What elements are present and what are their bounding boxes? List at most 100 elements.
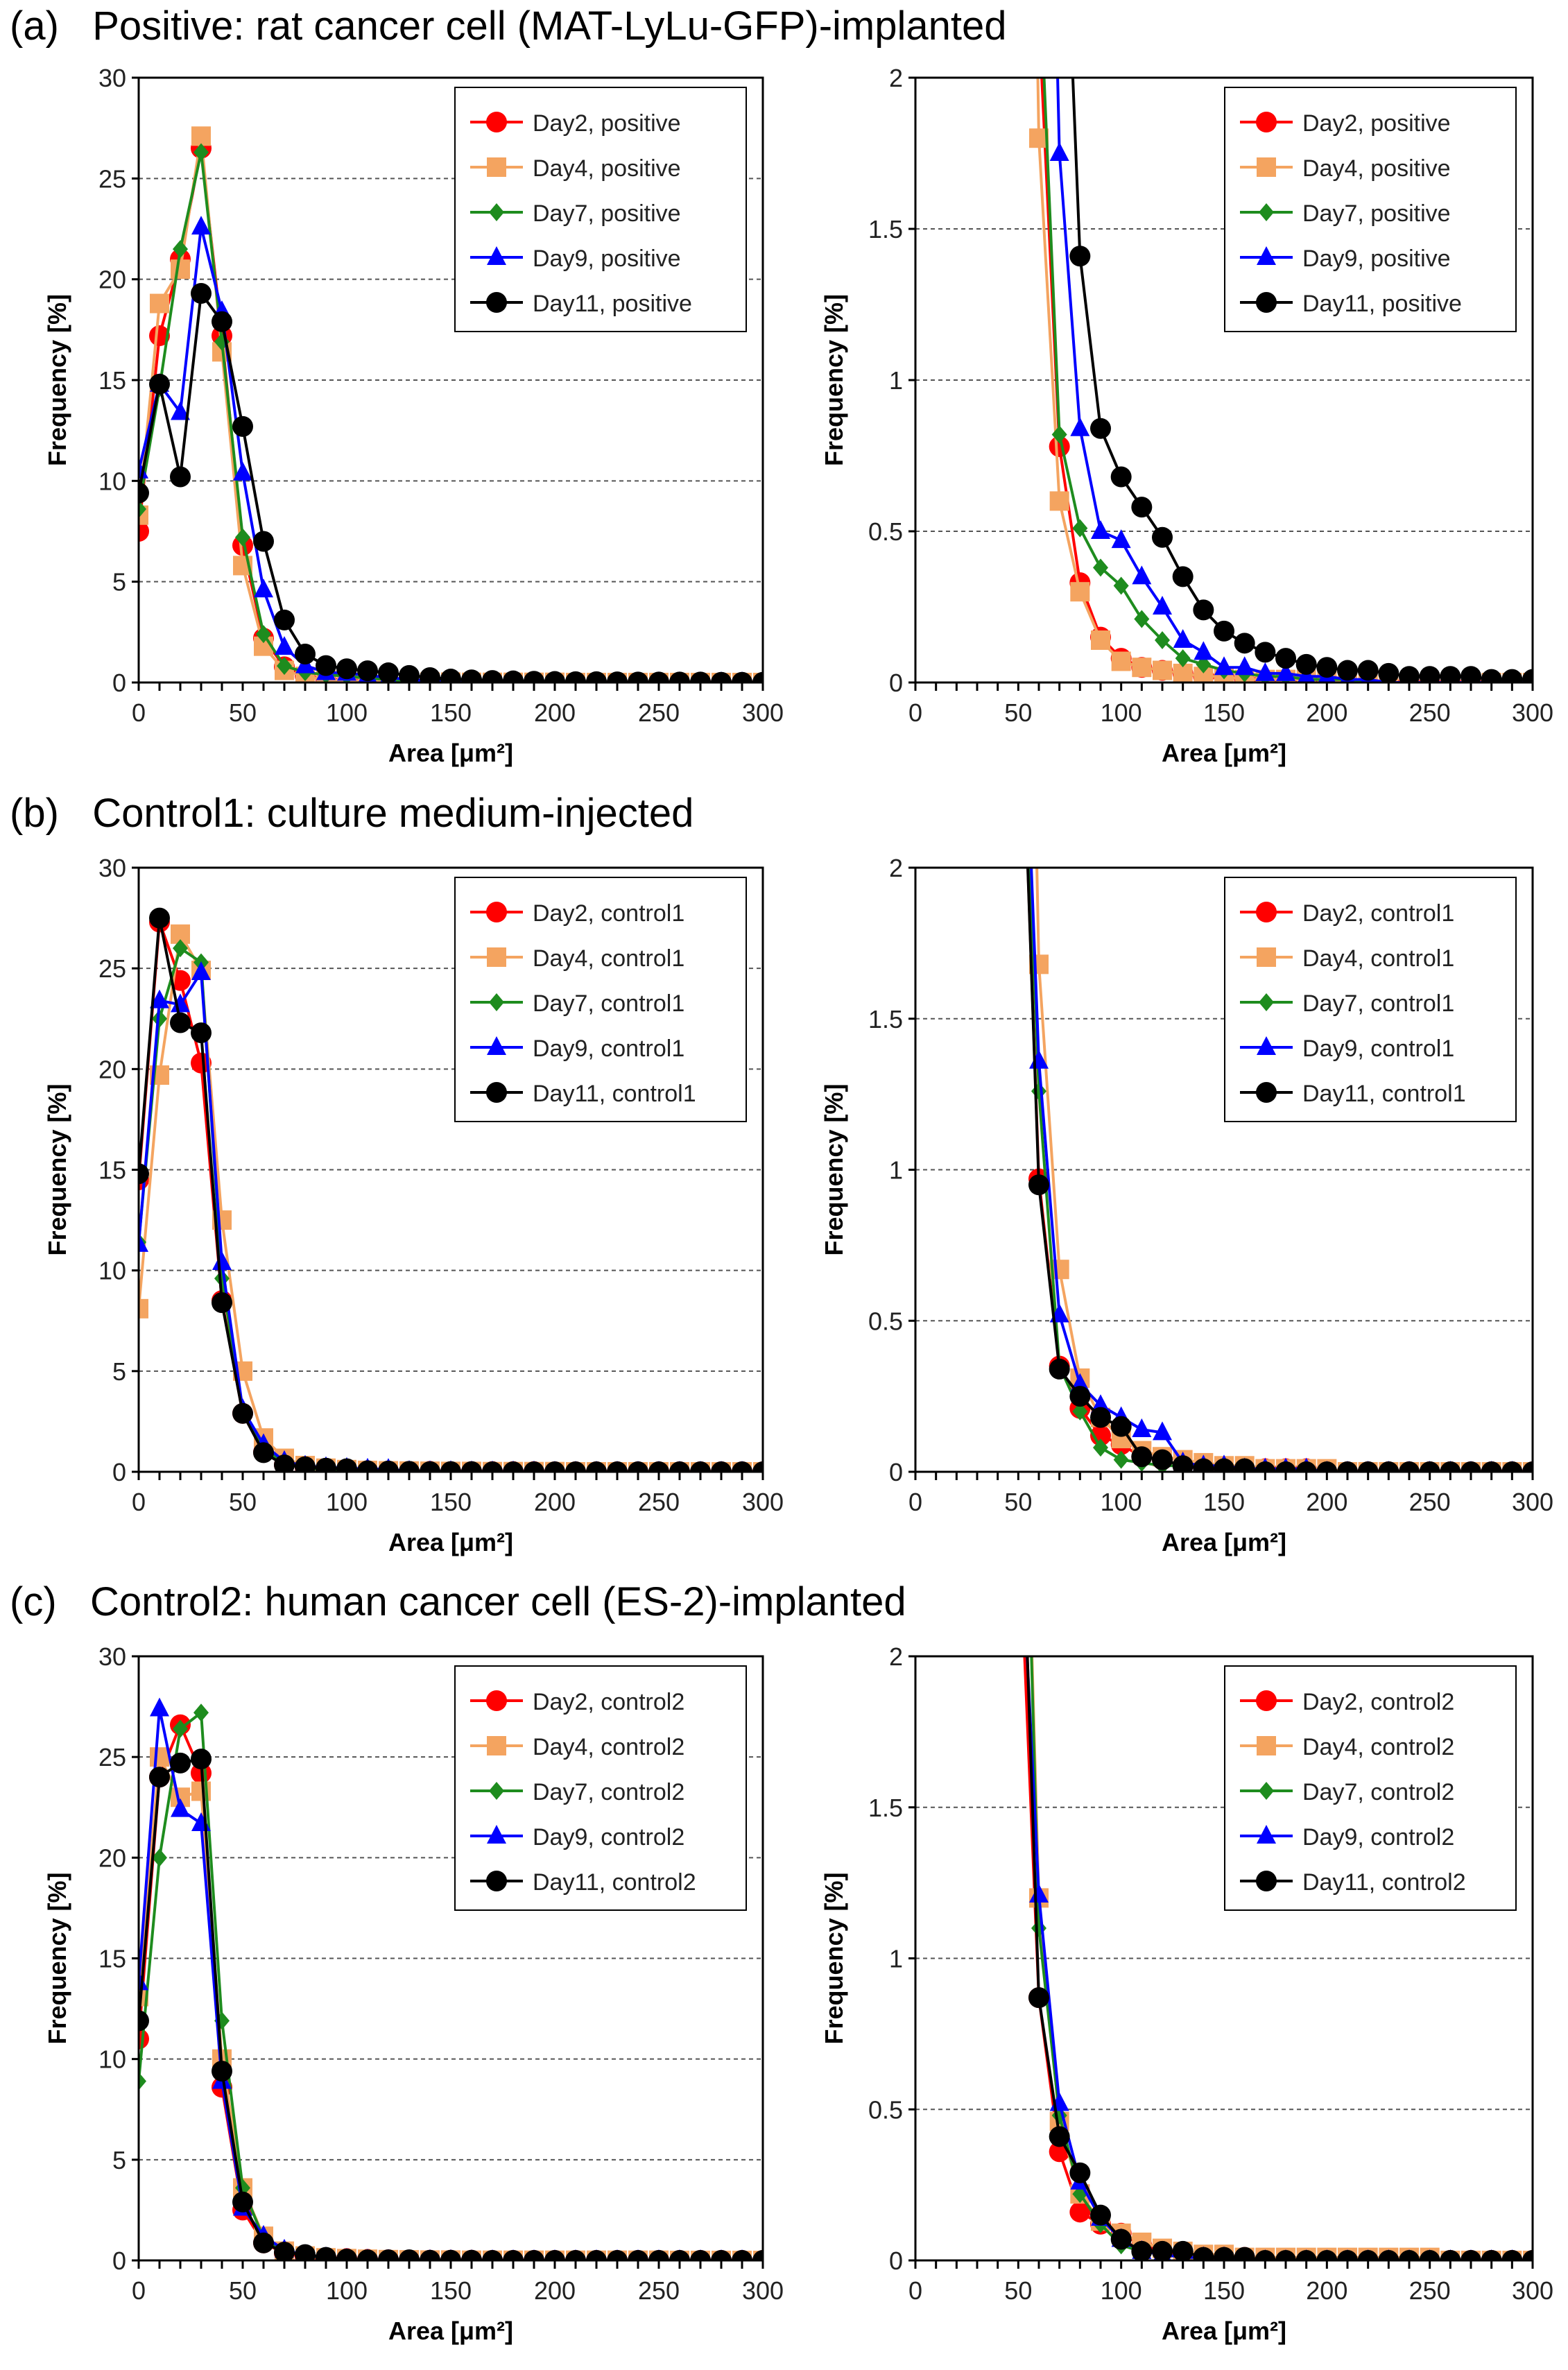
- x-axis-label: Area [μm²]: [1162, 2317, 1286, 2345]
- x-tick-label: 200: [534, 2276, 576, 2305]
- legend-marker: [1257, 1736, 1276, 1755]
- data-point: [253, 2232, 274, 2253]
- x-tick-label: 0: [132, 1488, 146, 1516]
- data-point: [1134, 610, 1150, 628]
- x-tick-label: 300: [1512, 698, 1553, 727]
- data-point: [399, 2249, 420, 2260]
- x-tick-label: 100: [326, 1488, 368, 1516]
- data-point: [1110, 466, 1132, 488]
- x-axis-label: Area [μm²]: [388, 2317, 513, 2345]
- data-point: [1276, 662, 1295, 681]
- legend-entry: Day11, control1: [533, 1081, 696, 1107]
- y-tick-label: 2: [889, 854, 903, 882]
- panel-a-label: (a): [10, 3, 59, 49]
- data-point: [461, 2249, 482, 2260]
- data-point: [212, 311, 232, 332]
- x-tick-label: 300: [742, 1488, 784, 1516]
- legend-entry: Day7, control2: [1302, 1779, 1454, 1805]
- data-point: [316, 1457, 336, 1472]
- data-point: [648, 1461, 669, 1472]
- x-tick-label: 0: [908, 698, 922, 727]
- data-point: [586, 1461, 607, 1472]
- x-tick-label: 200: [534, 1488, 576, 1516]
- data-point: [1172, 2240, 1194, 2260]
- data-point: [295, 1456, 316, 1472]
- legend-entry: Day4, positive: [533, 155, 681, 182]
- data-point: [732, 671, 752, 682]
- legend-entry: Day4, control2: [1302, 1734, 1454, 1760]
- data-point: [152, 1009, 167, 1028]
- legend-marker: [1256, 112, 1277, 132]
- data-point: [191, 1749, 212, 1770]
- data-point: [1522, 1461, 1533, 1472]
- x-tick-label: 250: [1409, 1488, 1451, 1516]
- y-tick-label: 15: [98, 366, 126, 395]
- y-axis-label: Frequency [%]: [43, 1083, 71, 1255]
- x-tick-label: 300: [742, 698, 784, 727]
- legend-entry: Day11, control1: [1302, 1081, 1466, 1107]
- y-tick-label: 15: [98, 1945, 126, 1973]
- x-tick-label: 200: [1306, 2276, 1347, 2305]
- data-point: [1049, 491, 1069, 511]
- data-point: [1072, 1402, 1088, 1420]
- panel-c-heading: Control2: human cancer cell (ES-2)-impla…: [89, 1579, 906, 1624]
- data-point: [420, 2249, 440, 2260]
- data-point: [1028, 1174, 1049, 1196]
- legend-marker: [487, 947, 506, 967]
- y-tick-label: 20: [98, 1055, 126, 1083]
- data-point: [1110, 2229, 1132, 2250]
- data-point: [171, 993, 190, 1013]
- x-tick-label: 50: [1004, 2276, 1032, 2305]
- data-point: [1132, 565, 1152, 585]
- data-point: [1131, 1446, 1153, 1468]
- data-point: [139, 521, 149, 542]
- legend-entry: Day7, positive: [1302, 200, 1451, 227]
- data-point: [690, 671, 711, 682]
- legend-marker: [486, 1871, 507, 1891]
- legend-marker: [486, 902, 507, 922]
- legend-entry: Day11, positive: [1302, 291, 1462, 317]
- data-point: [139, 1233, 148, 1252]
- legend-entry: Day2, control2: [533, 1689, 684, 1715]
- y-tick-label: 5: [112, 1357, 126, 1386]
- data-point: [173, 240, 188, 259]
- data-point: [150, 1747, 169, 1767]
- panel-b-title: (b) Control1: culture medium-injected: [10, 790, 693, 836]
- data-point: [1090, 418, 1111, 439]
- data-point: [1419, 2250, 1440, 2260]
- y-tick-label: 1.5: [868, 215, 903, 243]
- data-point: [1113, 576, 1129, 595]
- data-point: [191, 961, 211, 980]
- panel-a-title: (a) Positive: rat cancer cell (MAT-LyLu-…: [10, 3, 1007, 49]
- data-point: [1194, 641, 1214, 660]
- series-line: [1030, 1656, 1533, 2260]
- panel-c-label: (c): [10, 1579, 57, 1624]
- data-point: [1051, 425, 1067, 444]
- data-point: [150, 293, 169, 314]
- y-tick-label: 0: [112, 669, 126, 697]
- plot-area: [1023, 1656, 1533, 2260]
- data-point: [482, 1461, 503, 1472]
- x-tick-label: 250: [638, 2276, 680, 2305]
- x-tick-label: 50: [229, 2276, 257, 2305]
- data-point: [482, 670, 503, 682]
- data-point: [1337, 1461, 1358, 1472]
- x-tick-label: 50: [229, 698, 257, 727]
- y-tick-label: 0: [889, 2247, 903, 2275]
- legend-entry: Day11, control2: [533, 1869, 696, 1896]
- data-point: [1255, 1461, 1276, 1472]
- data-point: [139, 2072, 146, 2090]
- legend-marker: [1259, 993, 1274, 1011]
- legend-marker: [1257, 246, 1276, 265]
- data-point: [150, 1697, 169, 1717]
- data-point: [378, 662, 399, 682]
- data-point: [1255, 642, 1276, 663]
- x-tick-label: 300: [742, 2276, 784, 2305]
- x-tick-label: 100: [326, 698, 368, 727]
- data-point: [461, 1461, 482, 1472]
- x-tick-label: 100: [1101, 2276, 1142, 2305]
- data-point: [1316, 2250, 1338, 2260]
- series-line: [1031, 1656, 1533, 2260]
- data-point: [1152, 526, 1173, 548]
- data-point: [191, 283, 212, 304]
